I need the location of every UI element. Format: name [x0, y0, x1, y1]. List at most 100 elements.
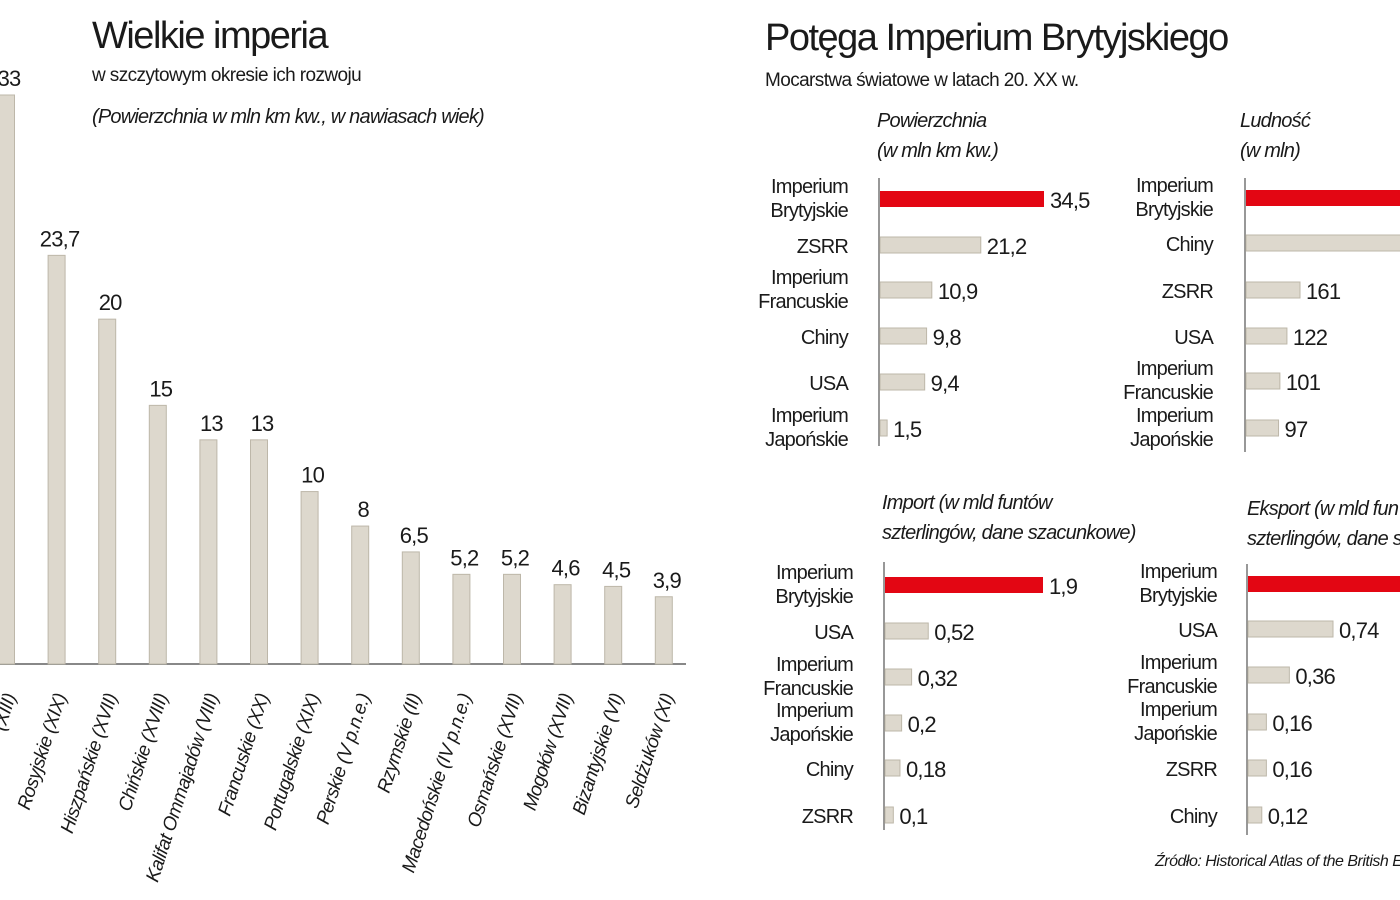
- value-label-4-2: 0,36: [1295, 664, 1335, 689]
- category-label-0: (XIII): [0, 691, 21, 733]
- category-label-1-4-0: USA: [809, 373, 849, 395]
- value-label-1-5: 1,5: [893, 417, 922, 442]
- category-label-2-2-0: ZSRR: [1162, 281, 1214, 303]
- category-label-3-2-0: Imperium: [776, 654, 853, 676]
- category-label-4-2-1: Francuskie: [1127, 676, 1217, 698]
- value-label-4-5: 0,12: [1268, 804, 1308, 829]
- panel-title-2-1: (w mln): [1240, 140, 1300, 162]
- left-subtitle: w szczytowym okresie ich rozwoju: [91, 65, 361, 86]
- bar-0: [0, 94, 15, 665]
- category-label-1-0-1: Brytyjskie: [770, 200, 848, 222]
- bar-1: [47, 254, 66, 665]
- bar-3-4: [884, 759, 901, 777]
- bar-6: [300, 491, 319, 665]
- bar-2-4: [1245, 372, 1281, 390]
- category-label-1: Rosyjskie (XIX): [14, 691, 71, 813]
- category-label-4-4-0: ZSRR: [1166, 759, 1218, 781]
- category-label-4-2-0: Imperium: [1140, 652, 1217, 674]
- value-label-2-2: 161: [1306, 279, 1341, 304]
- category-label-5: Francuskie (XX): [214, 691, 273, 819]
- category-label-2-5-0: Imperium: [1136, 405, 1213, 427]
- bar-2-2: [1245, 281, 1301, 299]
- bar-3-0: [885, 577, 1043, 593]
- value-label-3-4: 0,18: [906, 757, 946, 782]
- value-label-9: 5,2: [450, 545, 479, 570]
- bar-3-5: [884, 806, 894, 824]
- bar-3-2: [884, 668, 913, 686]
- value-label-1-4: 9,4: [931, 371, 960, 396]
- value-label-1-3: 9,8: [933, 325, 962, 350]
- value-label-4: 13: [200, 411, 223, 436]
- value-label-7: 8: [357, 497, 369, 522]
- category-label-3: Chińskie (XVIII): [115, 691, 173, 814]
- bar-3-3: [884, 714, 903, 732]
- bar-2-0: [1246, 190, 1400, 206]
- value-label-2-5: 97: [1285, 417, 1308, 442]
- bar-4-5: [1247, 806, 1263, 824]
- category-label-13: Seldżuków (XI): [622, 691, 679, 811]
- category-label-4-0-0: Imperium: [1140, 561, 1217, 583]
- category-label-3-1-0: USA: [814, 622, 854, 644]
- value-label-3-1: 0,52: [934, 620, 974, 645]
- value-label-11: 4,6: [552, 556, 581, 581]
- bar-1-1: [879, 236, 982, 254]
- value-label-8: 6,5: [400, 523, 429, 548]
- category-label-4-3-0: Imperium: [1140, 699, 1217, 721]
- bar-8: [401, 551, 420, 665]
- value-label-1: 23,7: [40, 226, 80, 251]
- bar-2-5: [1245, 419, 1280, 437]
- value-label-2-3: 122: [1293, 325, 1328, 350]
- value-label-2-4: 101: [1286, 370, 1321, 395]
- category-label-1-0-0: Imperium: [771, 176, 848, 198]
- category-label-1-2-1: Francuskie: [758, 291, 848, 313]
- bar-4: [199, 439, 218, 665]
- bar-4-4: [1247, 759, 1267, 777]
- category-label-10: Osmańskie (XVII): [464, 691, 527, 830]
- panel-title-2-0: Ludność: [1240, 110, 1311, 132]
- bar-1-0: [880, 191, 1044, 207]
- category-label-1-3-0: Chiny: [801, 327, 849, 349]
- category-label-7: Perskie (V p.n.e.): [313, 691, 375, 827]
- panel-title-4-0: Eksport (w mld fun: [1247, 498, 1399, 520]
- value-label-5: 13: [251, 411, 274, 436]
- category-label-2: Hiszpańskie (XVII): [57, 691, 122, 836]
- bar-2-1: [1245, 234, 1400, 252]
- category-label-2-3-0: USA: [1174, 327, 1214, 349]
- category-label-3-2-1: Francuskie: [763, 678, 853, 700]
- value-label-4-3: 0,16: [1272, 711, 1312, 736]
- bar-12: [604, 585, 623, 665]
- category-label-2-0-1: Brytyjskie: [1135, 199, 1213, 221]
- value-label-2: 20: [99, 290, 122, 315]
- panel-title-3-1: szterlingów, dane szacunkowe): [882, 522, 1136, 544]
- category-label-1-1-0: ZSRR: [797, 236, 849, 258]
- category-label-3-4-0: Chiny: [806, 759, 854, 781]
- category-label-8: Rzymskie (II): [374, 691, 426, 796]
- bar-3-1: [884, 622, 929, 640]
- bar-13: [654, 596, 673, 665]
- value-label-1-1: 21,2: [987, 234, 1027, 259]
- source-note: Źródło: Historical Atlas of the British …: [1154, 851, 1400, 870]
- bar-9: [452, 573, 471, 665]
- category-label-4-1-0: USA: [1178, 620, 1218, 642]
- panel-title-4-1: szterlingów, dane s: [1247, 528, 1400, 550]
- value-label-12: 4,5: [602, 557, 631, 582]
- bar-3: [148, 404, 167, 665]
- category-label-11: Mogołów (XVII): [520, 691, 578, 813]
- value-label-13: 3,9: [653, 568, 682, 593]
- category-label-1-5-0: Imperium: [771, 405, 848, 427]
- category-label-4-3-1: Japońskie: [1134, 723, 1218, 745]
- value-label-1-2: 10,9: [938, 279, 978, 304]
- category-label-3-5-0: ZSRR: [802, 806, 854, 828]
- category-label-4-5-0: Chiny: [1170, 806, 1218, 828]
- category-label-4-0-1: Brytyjskie: [1139, 585, 1217, 607]
- panel-title-1-1: (w mln km kw.): [877, 140, 998, 162]
- left-note: (Powierzchnia w mln km kw., w nawiasach …: [92, 106, 484, 128]
- bar-2-3: [1245, 327, 1288, 345]
- bar-4-1: [1247, 620, 1334, 638]
- category-label-2-4-0: Imperium: [1136, 358, 1213, 380]
- left-title: Wielkie imperia: [92, 15, 329, 57]
- value-label-3-2: 0,32: [918, 666, 958, 691]
- value-label-1-0: 34,5: [1050, 188, 1090, 213]
- bar-10: [503, 573, 521, 665]
- value-label-10: 5,2: [501, 545, 530, 570]
